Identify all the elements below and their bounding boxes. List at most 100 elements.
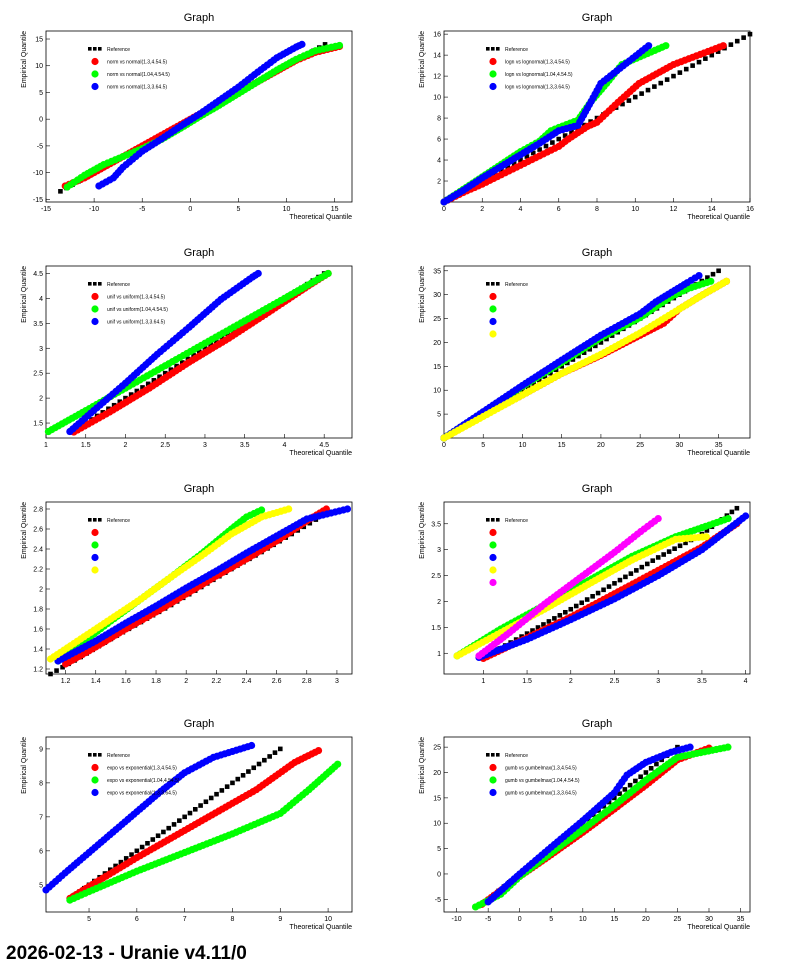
legend-marker [489, 317, 497, 326]
reference-marker [601, 587, 606, 593]
x-tick-label: 6 [557, 206, 561, 213]
legend-reference-marker [93, 47, 97, 51]
x-tick-label: 6 [135, 916, 139, 923]
data-marker [324, 269, 332, 278]
y-tick-label: 1.2 [33, 667, 43, 674]
y-axis-label: Empirical Quantile [419, 31, 426, 88]
y-tick-label: -5 [435, 897, 441, 904]
data-marker [722, 277, 731, 285]
x-tick-label: 12 [670, 206, 678, 213]
x-tick-label: 1.5 [522, 678, 532, 685]
legend-reference-marker [93, 753, 97, 757]
reference-marker [307, 520, 313, 526]
y-tick-label: 0 [437, 871, 441, 878]
legend-reference-marker [88, 518, 92, 522]
data-marker [686, 743, 694, 751]
x-tick-label: 15 [331, 206, 339, 213]
y-tick-label: 2.5 [431, 573, 441, 580]
legend-reference-marker [496, 518, 500, 522]
plot-frame [45, 736, 353, 913]
reference-marker [703, 56, 708, 61]
x-tick-label: 15 [610, 916, 618, 923]
legend-label: Reference [505, 282, 528, 288]
reference-marker [214, 791, 219, 797]
reference-marker [638, 774, 643, 780]
reference-marker [251, 765, 257, 771]
legend-label: logn vs lognormal(1.3,3.64.5) [505, 85, 570, 91]
y-tick-label: 10 [35, 63, 43, 70]
legend: Reference logn vs lognormal(1.3,4.54.5) lo… [486, 47, 573, 91]
x-tick-label: 35 [715, 442, 723, 449]
reference-marker [150, 837, 156, 842]
y-tick-label: 3.5 [431, 521, 441, 528]
qq-panel-7: Graph 5 6 7 8 9 10 5 6 7 8 9 Theoretical Quantile Emp… [21, 718, 353, 931]
y-tick-label: 7 [39, 814, 43, 821]
legend-marker [489, 566, 497, 574]
legend: Reference expo vs exponential(1.3,4.54.5)… [88, 753, 180, 797]
legend: Reference unif vs uniform(1.3,4.54.5) unif… [88, 282, 168, 326]
reference-marker [267, 754, 272, 759]
reference-marker [277, 746, 283, 752]
legend-label: Reference [505, 47, 528, 53]
reference-marker [530, 628, 535, 633]
reference-marker [161, 829, 166, 835]
legend-marker [489, 553, 497, 562]
reference-marker [208, 795, 214, 801]
panel-title: Graph [582, 718, 613, 730]
x-axis-label: Theoretical Quantile [687, 214, 750, 221]
reference-marker [541, 622, 546, 627]
x-tick-label: 2 [480, 206, 484, 213]
x-tick-label: 4 [282, 442, 286, 449]
y-tick-label: 25 [433, 745, 441, 752]
reference-marker [117, 399, 123, 404]
x-tick-label: 10 [324, 916, 332, 923]
legend-reference-marker [93, 518, 97, 522]
reference-marker [499, 168, 504, 173]
series-4 [440, 42, 653, 206]
legend-label: expo vs exponential(1.3,4.54.5) [107, 766, 177, 772]
y-tick-label: 3 [39, 346, 43, 353]
x-tick-label: -5 [139, 206, 145, 213]
reference-marker [598, 340, 604, 345]
x-tick-label: 1.6 [121, 678, 131, 685]
x-tick-label: 9 [278, 916, 282, 923]
x-tick-label: 5 [481, 442, 485, 449]
y-tick-label: 8 [39, 780, 43, 787]
legend-marker [91, 82, 99, 91]
reference-marker [58, 189, 63, 194]
y-tick-label: 2.5 [33, 371, 43, 378]
legend-marker [489, 578, 497, 587]
reference-marker [626, 98, 632, 103]
x-tick-label: 1.2 [61, 678, 71, 685]
legend-label: unif vs uniform(1.04,4.54.5) [107, 307, 168, 313]
reference-marker [623, 574, 628, 580]
data-marker [645, 42, 653, 50]
reference-marker [661, 552, 666, 557]
data-marker [695, 271, 703, 280]
y-tick-label: 4.5 [33, 271, 43, 278]
legend-marker [91, 70, 99, 78]
reference-marker [593, 343, 598, 349]
y-tick-label: 1.5 [33, 421, 43, 428]
x-tick-label: 35 [737, 916, 745, 923]
x-axis-label: Theoretical Quantile [687, 924, 750, 931]
legend-reference-marker [491, 47, 495, 51]
data-marker [335, 41, 344, 50]
x-tick-label: 4 [744, 678, 748, 685]
y-axis-label: Empirical Quantile [21, 737, 28, 794]
x-tick-label: 25 [636, 442, 644, 449]
series-4 [42, 741, 256, 894]
legend-label: unif vs uniform(1.3,3.64.5) [107, 320, 165, 326]
legend-label: gumb vs gumbelmax(1.3,3.64.5) [505, 791, 577, 797]
reference-marker [728, 42, 734, 47]
reference-marker [704, 528, 710, 533]
y-tick-label: 16 [433, 32, 441, 39]
x-tick-label: 15 [558, 442, 566, 449]
panel-title: Graph [184, 718, 215, 730]
legend-label: Reference [107, 518, 130, 524]
legend-reference-marker [486, 47, 490, 51]
x-tick-label: 1 [44, 442, 48, 449]
legend-marker [91, 57, 99, 66]
legend-marker [489, 57, 497, 66]
